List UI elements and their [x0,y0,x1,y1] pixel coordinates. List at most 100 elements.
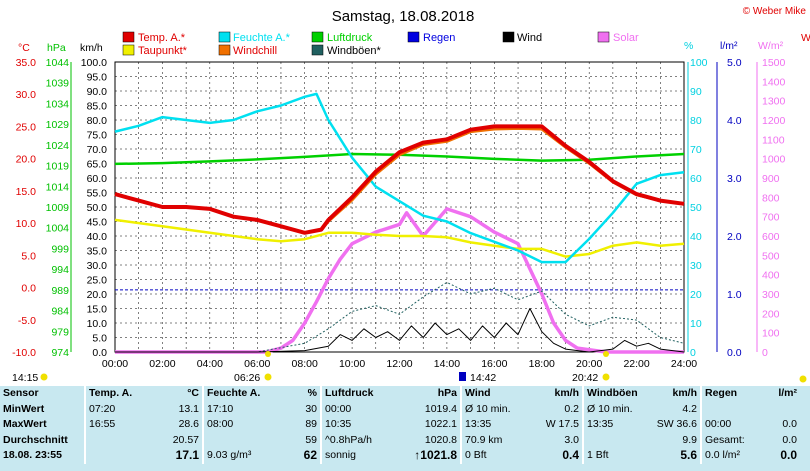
solar-axis-tick: 900 [762,173,780,185]
temp-axis-tick: 25.0 [16,121,37,133]
header-gust-unit: km/h [672,387,697,399]
legend-item-windchill: Windchill [218,44,277,57]
time-axis-tick: 00:00 [102,358,128,370]
pressure-axis-tick: 999 [51,243,69,255]
wind-unit: km/h [80,42,103,54]
humidity-axis-tick: 10 [690,318,702,330]
stats-row-current: 18.08. 23:55 17.1 9.03 g/m³ 62 sonnig ↑102… [3,448,797,464]
header-rain: Regen [700,386,762,402]
pressure-axis-tick: 1034 [46,98,70,110]
last-update-sun-icon [40,373,48,381]
wind-axis-tick: 60.0 [87,173,108,185]
solar-axis-tick: 200 [762,308,780,320]
wind-axis-tick: 40.0 [87,231,108,243]
sunrise-time: 06:26 [234,372,260,384]
header-gust: Windböen [582,386,640,402]
humidity-axis-tick: 30 [690,260,702,272]
wind-axis: 100.0 95.0 90.0 85.0 80.0 75.0 70.0 65.0 60.0 55.… [81,57,107,359]
rain-axis-tick: 1.0 [727,289,742,301]
series-line-wind [115,308,685,353]
time-axis-tick: 18:00 [529,358,555,370]
sunset-sun-icon [602,373,610,381]
sunset-icon [603,351,609,357]
noon-time: 14:42 [470,372,496,384]
svg-text:Feuchte A.*: Feuchte A.* [233,32,291,44]
humidity-axis-tick: 0 [690,347,696,359]
rain-unit: l/m² [720,40,738,52]
time-axis-tick: 14:00 [434,358,460,370]
sunrise-sun-icon [264,373,272,381]
legend-item-humidity: Feuchte A.* [218,31,291,44]
header-temp-unit: °C [187,387,199,399]
solar-axis-tick: 1300 [762,96,786,108]
wind-axis-tick: 70.0 [87,144,108,156]
time-axis-tick: 04:00 [197,358,223,370]
wind-axis-tick: 50.0 [87,202,108,214]
time-axis-tick: 16:00 [481,358,507,370]
header-rain-unit: l/m² [778,387,797,399]
wind-axis-tick: 20.0 [87,289,108,301]
sunset-time: 20:42 [572,372,598,384]
humidity-axis-tick: 20 [690,289,702,301]
solar-axis-tick: 400 [762,270,780,282]
solar-axis-tick: 500 [762,250,780,262]
solar-axis-tick: 300 [762,289,780,301]
header-wind-unit: km/h [554,387,579,399]
chart-title: Samstag, 18.08.2018 [332,8,475,25]
svg-text:Wind: Wind [517,32,542,44]
header-wind: Wind [460,386,522,402]
solar-unit: W/m² [758,40,784,52]
pressure-axis-tick: 989 [51,285,69,297]
solar-axis-tick: 1100 [762,134,785,146]
pressure-axis-tick: 1039 [46,78,70,90]
wind-axis-tick: 90.0 [87,86,108,98]
humidity-axis-tick: 100 [690,57,708,69]
humidity-axis-tick: 60 [690,173,702,185]
wind-axis-tick: 0.0 [92,347,107,359]
humidity-unit: % [684,40,693,52]
svg-text:Regen: Regen [423,32,455,44]
time-axis-tick: 02:00 [149,358,175,370]
pressure-axis-tick: 1009 [46,202,70,214]
solar-axis-tick: 600 [762,231,780,243]
wind-axis-tick: 65.0 [87,159,108,171]
rain-axis-tick: 5.0 [727,57,742,69]
copyright-text: © Weber Mike [743,6,807,17]
pressure-axis-tick: 1044 [46,57,70,69]
temp-axis-tick: 10.0 [16,218,37,230]
wind-axis-tick: 55.0 [87,188,108,200]
stats-table: Sensor Temp. A. °C Feuchte A. % Luftdruc… [0,386,800,464]
humidity-axis-tick: 40 [690,231,702,243]
rain-axis-tick: 2.0 [727,231,742,243]
stats-row-avg: Durchschnitt 20.57 59 ^0.8hPa/h 1020.8 70… [0,432,800,449]
header-hum-unit: % [307,387,317,399]
series-line-windb-en [115,281,685,353]
pressure-axis-tick: 1024 [46,140,70,152]
humidity-axis-tick: 90 [690,86,702,98]
stats-header-row: Sensor Temp. A. °C Feuchte A. % Luftdruc… [0,386,800,402]
wind-axis-tick: 15.0 [87,304,108,316]
solar-axis: 1500140013001200110010009008007006005004… [762,57,786,359]
solar-axis-tick: 100 [762,328,780,340]
header-press: Luftdruck [320,386,382,402]
wind-axis-tick: 75.0 [87,130,108,142]
humidity-axis-tick: 70 [690,144,702,156]
solar-axis-tick: 1000 [762,154,786,166]
rain-axis: 5.0 4.0 3.0 2.0 1.0 0.0 [727,57,742,359]
series-line-temp-a [114,124,685,235]
series-line-solar [115,207,684,354]
humidity-axis-tick: 50 [690,202,702,214]
series-layer [114,92,685,354]
stats-row-min: MinWert 07:20 13.1 17:10 30 00:00 1019.4 Ø … [0,401,800,418]
time-axis-tick: 12:00 [386,358,412,370]
temp-axis-tick: 15.0 [16,186,37,198]
pressure-axis-tick: 1014 [46,181,70,193]
solar-axis-tick: 1400 [762,76,786,88]
pressure-axis-tick: 979 [51,326,69,338]
legend-item-wind: Wind [502,31,542,44]
pressure-axis-tick: 1029 [46,119,70,131]
last-update-time: 14:15 [12,372,38,384]
solar-axis-tick: 700 [762,212,780,224]
